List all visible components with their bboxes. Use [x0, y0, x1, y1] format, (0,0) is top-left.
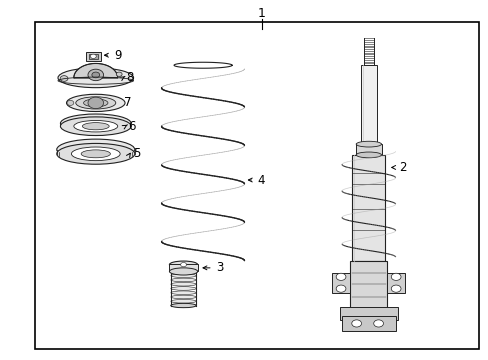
Text: 1: 1 — [257, 7, 265, 20]
Circle shape — [116, 72, 122, 76]
Ellipse shape — [57, 143, 135, 164]
Circle shape — [390, 273, 400, 280]
Ellipse shape — [170, 300, 196, 303]
Ellipse shape — [81, 150, 110, 158]
Circle shape — [180, 262, 186, 267]
Ellipse shape — [170, 303, 196, 308]
Ellipse shape — [170, 283, 196, 286]
Circle shape — [60, 76, 68, 81]
Bar — [89, 54, 98, 59]
Ellipse shape — [74, 121, 118, 132]
Text: 5: 5 — [133, 147, 141, 160]
Circle shape — [373, 320, 383, 327]
Ellipse shape — [82, 123, 109, 130]
Circle shape — [390, 285, 400, 292]
Ellipse shape — [170, 278, 196, 282]
Ellipse shape — [170, 304, 196, 307]
Ellipse shape — [71, 147, 120, 161]
Circle shape — [351, 320, 361, 327]
Ellipse shape — [58, 68, 133, 87]
Ellipse shape — [169, 268, 197, 275]
Ellipse shape — [170, 295, 196, 299]
Ellipse shape — [76, 97, 116, 109]
Ellipse shape — [169, 261, 197, 268]
Bar — [341, 316, 395, 330]
Text: 4: 4 — [257, 174, 264, 186]
Bar — [386, 273, 405, 293]
Ellipse shape — [170, 270, 196, 273]
Text: 8: 8 — [126, 71, 133, 84]
Circle shape — [90, 54, 96, 58]
Circle shape — [92, 72, 100, 78]
Bar — [349, 261, 386, 309]
Circle shape — [88, 97, 103, 109]
Text: 6: 6 — [128, 120, 136, 133]
Bar — [86, 51, 101, 61]
Circle shape — [88, 69, 103, 81]
Text: 2: 2 — [398, 161, 406, 174]
Ellipse shape — [170, 291, 196, 294]
Ellipse shape — [355, 141, 381, 147]
Bar — [355, 144, 381, 155]
Ellipse shape — [170, 274, 196, 278]
Ellipse shape — [61, 117, 131, 135]
Text: 9: 9 — [114, 49, 121, 62]
Ellipse shape — [66, 94, 125, 112]
Ellipse shape — [61, 114, 131, 133]
Bar — [351, 155, 385, 261]
Ellipse shape — [83, 99, 108, 107]
Bar — [360, 65, 376, 148]
Text: 3: 3 — [216, 261, 223, 274]
Ellipse shape — [57, 139, 135, 160]
Bar — [169, 264, 197, 271]
Bar — [331, 273, 349, 293]
Polygon shape — [74, 63, 118, 78]
Text: 7: 7 — [123, 96, 131, 109]
Circle shape — [335, 273, 345, 280]
Circle shape — [335, 285, 345, 292]
Ellipse shape — [355, 152, 381, 158]
Ellipse shape — [170, 287, 196, 290]
Bar — [339, 307, 397, 320]
Circle shape — [67, 100, 74, 105]
